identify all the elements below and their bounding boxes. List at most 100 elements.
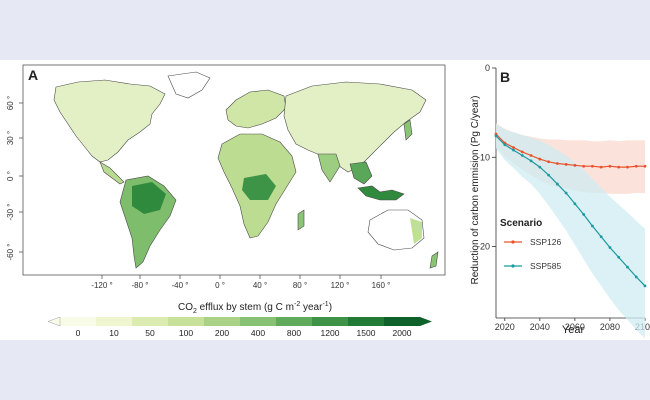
colorbar-tick-label: 100 [179,328,193,338]
colorbar: 0 10 50 100 200 400 800 1200 1500 2000 [47,316,432,338]
colorbar-title-sup1: -2 [294,301,300,308]
lon-tick-label: -120 ° [91,281,112,290]
colorbar-title-sup2: -1 [322,301,328,308]
colorbar-tick-label: 1200 [321,328,340,338]
madagascar-landmass [297,209,305,231]
lat-tick-label: 0 ° [6,171,15,181]
legend-marker [511,240,515,244]
figure-panel: A 60 ° 30 ° 0 ° -30 [0,60,650,340]
data-point [617,165,621,169]
data-point [582,164,586,168]
legend-label: SSP585 [530,261,561,271]
data-point [573,202,577,206]
congo-region [242,174,276,200]
colorbar-low-arrow [47,316,61,327]
colorbar-segment [132,317,169,326]
central-america-landmass [99,161,125,185]
colorbar-tick-label: 400 [251,328,265,338]
data-point [626,165,629,169]
data-point [643,284,647,288]
colorbar-title: CO2 efflux by stem (g C m-2 year-1) [178,301,332,315]
data-point [617,255,621,259]
greenland-landmass [167,71,211,99]
data-point [520,154,524,157]
data-point [529,154,533,157]
figure-canvas: A 60 °30 °0 °-30 [6,63,650,339]
panel-a-label: A [28,67,38,83]
data-point [564,163,568,166]
legend-title: Scenario [500,218,542,229]
lat-tick-label: 30 ° [6,131,15,145]
asia-landmass [283,81,427,173]
colorbar-tick-label: 200 [215,328,229,338]
panel-b-label: B [500,69,510,85]
series-line [495,135,646,287]
x-tick-label: 2080 [600,322,620,332]
japan-islands [403,119,413,141]
data-point [626,265,629,269]
legend: SSP126 SSP585 [504,237,561,271]
series-uncertainty-band [496,124,645,339]
colorbar-segment [240,317,277,326]
panel-a: A 60 °30 °0 °-30 [6,64,446,338]
colorbar-title-end: ) [329,302,332,313]
data-point [547,173,550,177]
colorbar-tick-label: 800 [287,328,301,338]
colorbar-title-mid: efflux by stem (g C m [197,302,294,313]
data-point [538,165,542,169]
colorbar-tick-label: 10 [109,328,119,338]
new-zealand-islands [429,251,439,269]
line-plot: 0-10-2020202040206020802100 [477,63,650,339]
lat-tick-label: -30 ° [6,204,15,221]
data-point [608,164,612,168]
data-point [555,182,559,186]
indonesia-islands [357,185,405,201]
data-point [538,157,542,161]
southeast-asia-landmass [349,161,373,185]
data-point [573,163,577,167]
data-point [529,159,533,163]
north-america-landmass [53,79,166,163]
data-point [494,134,498,138]
data-point [564,191,568,195]
australia-landmass [367,209,425,251]
colorbar-title-mid2: year [300,302,323,313]
colorbar-segment [96,317,133,326]
europe-landmass [225,89,287,129]
lon-tick-label: 120 ° [331,281,350,290]
lon-tick-label: -40 ° [172,281,189,290]
lon-tick-label: 80 ° [293,281,307,290]
colorbar-tick-label: 1500 [357,328,376,338]
x-tick-label: 2060 [565,322,585,332]
x-tick-label: 2020 [495,322,515,332]
india-landmass [317,153,341,183]
data-point [582,213,586,216]
world-map [53,71,439,269]
data-point [520,150,524,154]
data-point [591,224,594,228]
lon-tick-label: -80 ° [132,281,149,290]
data-point [512,146,515,149]
data-point [547,160,550,164]
data-point [555,162,559,165]
data-point [591,164,594,168]
lon-tick-label: 0 ° [215,281,225,290]
series-line [495,133,645,168]
lat-tick-label: 60 ° [6,96,15,110]
colorbar-tick-label: 2000 [393,328,412,338]
lat-axis: 60 ° 30 ° 0 ° -30 ° -60 ° [6,96,23,260]
data-point [512,148,515,152]
data-point [599,165,603,169]
data-point [634,164,638,168]
amazon-region [132,182,166,214]
y-tick-label: 0 [485,63,490,73]
colorbar-tick-label: 50 [145,328,155,338]
colorbar-segment [204,317,241,326]
x-axis-label: Year [562,324,585,336]
lon-tick-label: 40 ° [253,281,267,290]
data-point [643,164,647,168]
y-axis-label: Reduction of carbon emmision (Pg C/year) [470,96,481,285]
colorbar-segment [312,317,349,326]
data-point [503,143,507,147]
legend-label: SSP126 [530,237,561,247]
